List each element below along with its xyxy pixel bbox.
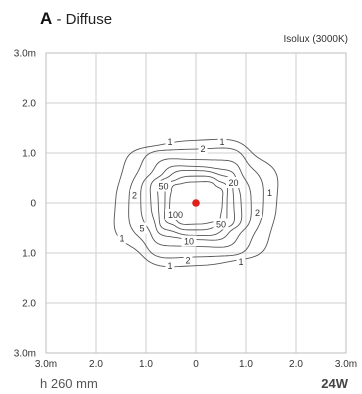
isolux-label: Isolux (3000K) bbox=[284, 34, 348, 45]
contour-label-bg bbox=[165, 209, 186, 220]
contour-label-bg bbox=[181, 235, 197, 247]
x-tick-label: 3.0m bbox=[335, 359, 357, 370]
contour-label-bg bbox=[217, 136, 227, 147]
x-tick-label: 0 bbox=[193, 359, 199, 370]
y-tick-label: 0 bbox=[30, 199, 36, 210]
contour-label: 50 bbox=[158, 182, 168, 192]
contour-label-bg bbox=[198, 143, 208, 154]
y-tick-label: 1.0 bbox=[22, 249, 36, 260]
center-point bbox=[192, 199, 200, 207]
contour-label-bg bbox=[226, 177, 241, 188]
chart-title: A - Diffuse bbox=[40, 9, 112, 28]
contour-label: 10 bbox=[184, 237, 194, 247]
x-tick-label: 3.0m bbox=[35, 359, 57, 370]
contour-label: 1 bbox=[119, 234, 124, 244]
title-text: Diffuse bbox=[66, 11, 112, 28]
power-rating: 24W bbox=[321, 376, 348, 391]
contour-line-5 bbox=[140, 158, 252, 248]
contour-label-bg bbox=[130, 189, 139, 201]
y-tick-label: 1.0 bbox=[22, 149, 36, 160]
contour-label-bg bbox=[137, 222, 147, 234]
contour-label-bg bbox=[236, 256, 246, 267]
contour-label: 2 bbox=[255, 208, 260, 218]
y-tick-label: 3.0m bbox=[14, 49, 36, 60]
contour-label: 1 bbox=[167, 261, 172, 271]
plot-frame bbox=[45, 52, 347, 354]
contour-label-bg bbox=[117, 232, 127, 244]
contour-label: 2 bbox=[132, 191, 137, 201]
y-tick-label: 2.0 bbox=[22, 99, 36, 110]
contour-label: 5 bbox=[139, 224, 144, 234]
x-tick-label: 2.0 bbox=[89, 359, 103, 370]
contour-line-2 bbox=[128, 147, 264, 259]
contour-line-20 bbox=[156, 169, 236, 237]
title-separator: - bbox=[52, 11, 65, 28]
contour-label-bg bbox=[265, 187, 274, 198]
contour-label: 1 bbox=[267, 188, 272, 198]
y-tick-label: 2.0 bbox=[22, 299, 36, 310]
contour-line-1 bbox=[113, 138, 279, 268]
contour-label: 2 bbox=[200, 144, 205, 154]
y-tick-label: 3.0m bbox=[14, 349, 36, 360]
contour-label-bg bbox=[253, 207, 262, 218]
contour-label: 1 bbox=[167, 137, 172, 147]
contour-label: 20 bbox=[228, 178, 238, 188]
contour-label-bg bbox=[165, 136, 175, 147]
axis-ticks: 3.0m 2.0 1.0 0 1.0 2.0 3.0m3.0m2.01.001.02.03.… bbox=[14, 49, 357, 371]
contour-label: 100 bbox=[168, 210, 183, 220]
x-tick-label: 1.0 bbox=[139, 359, 153, 370]
contour-line-10 bbox=[149, 165, 243, 241]
contour-label: 1 bbox=[238, 257, 243, 267]
x-tick-label: 2.0 bbox=[289, 359, 303, 370]
contour-label-bg bbox=[213, 218, 229, 230]
contour-label-bg bbox=[183, 254, 193, 266]
contour-label: 1 bbox=[219, 137, 224, 147]
contour-label-bg bbox=[156, 180, 171, 192]
contour-label-bg bbox=[165, 260, 175, 271]
contour-label: 2 bbox=[185, 256, 190, 266]
mounting-height: h 260 mm bbox=[40, 376, 98, 391]
x-tick-label: 1.0 bbox=[239, 359, 253, 370]
contour-label: 50 bbox=[216, 220, 226, 230]
title-letter: A bbox=[40, 9, 52, 28]
